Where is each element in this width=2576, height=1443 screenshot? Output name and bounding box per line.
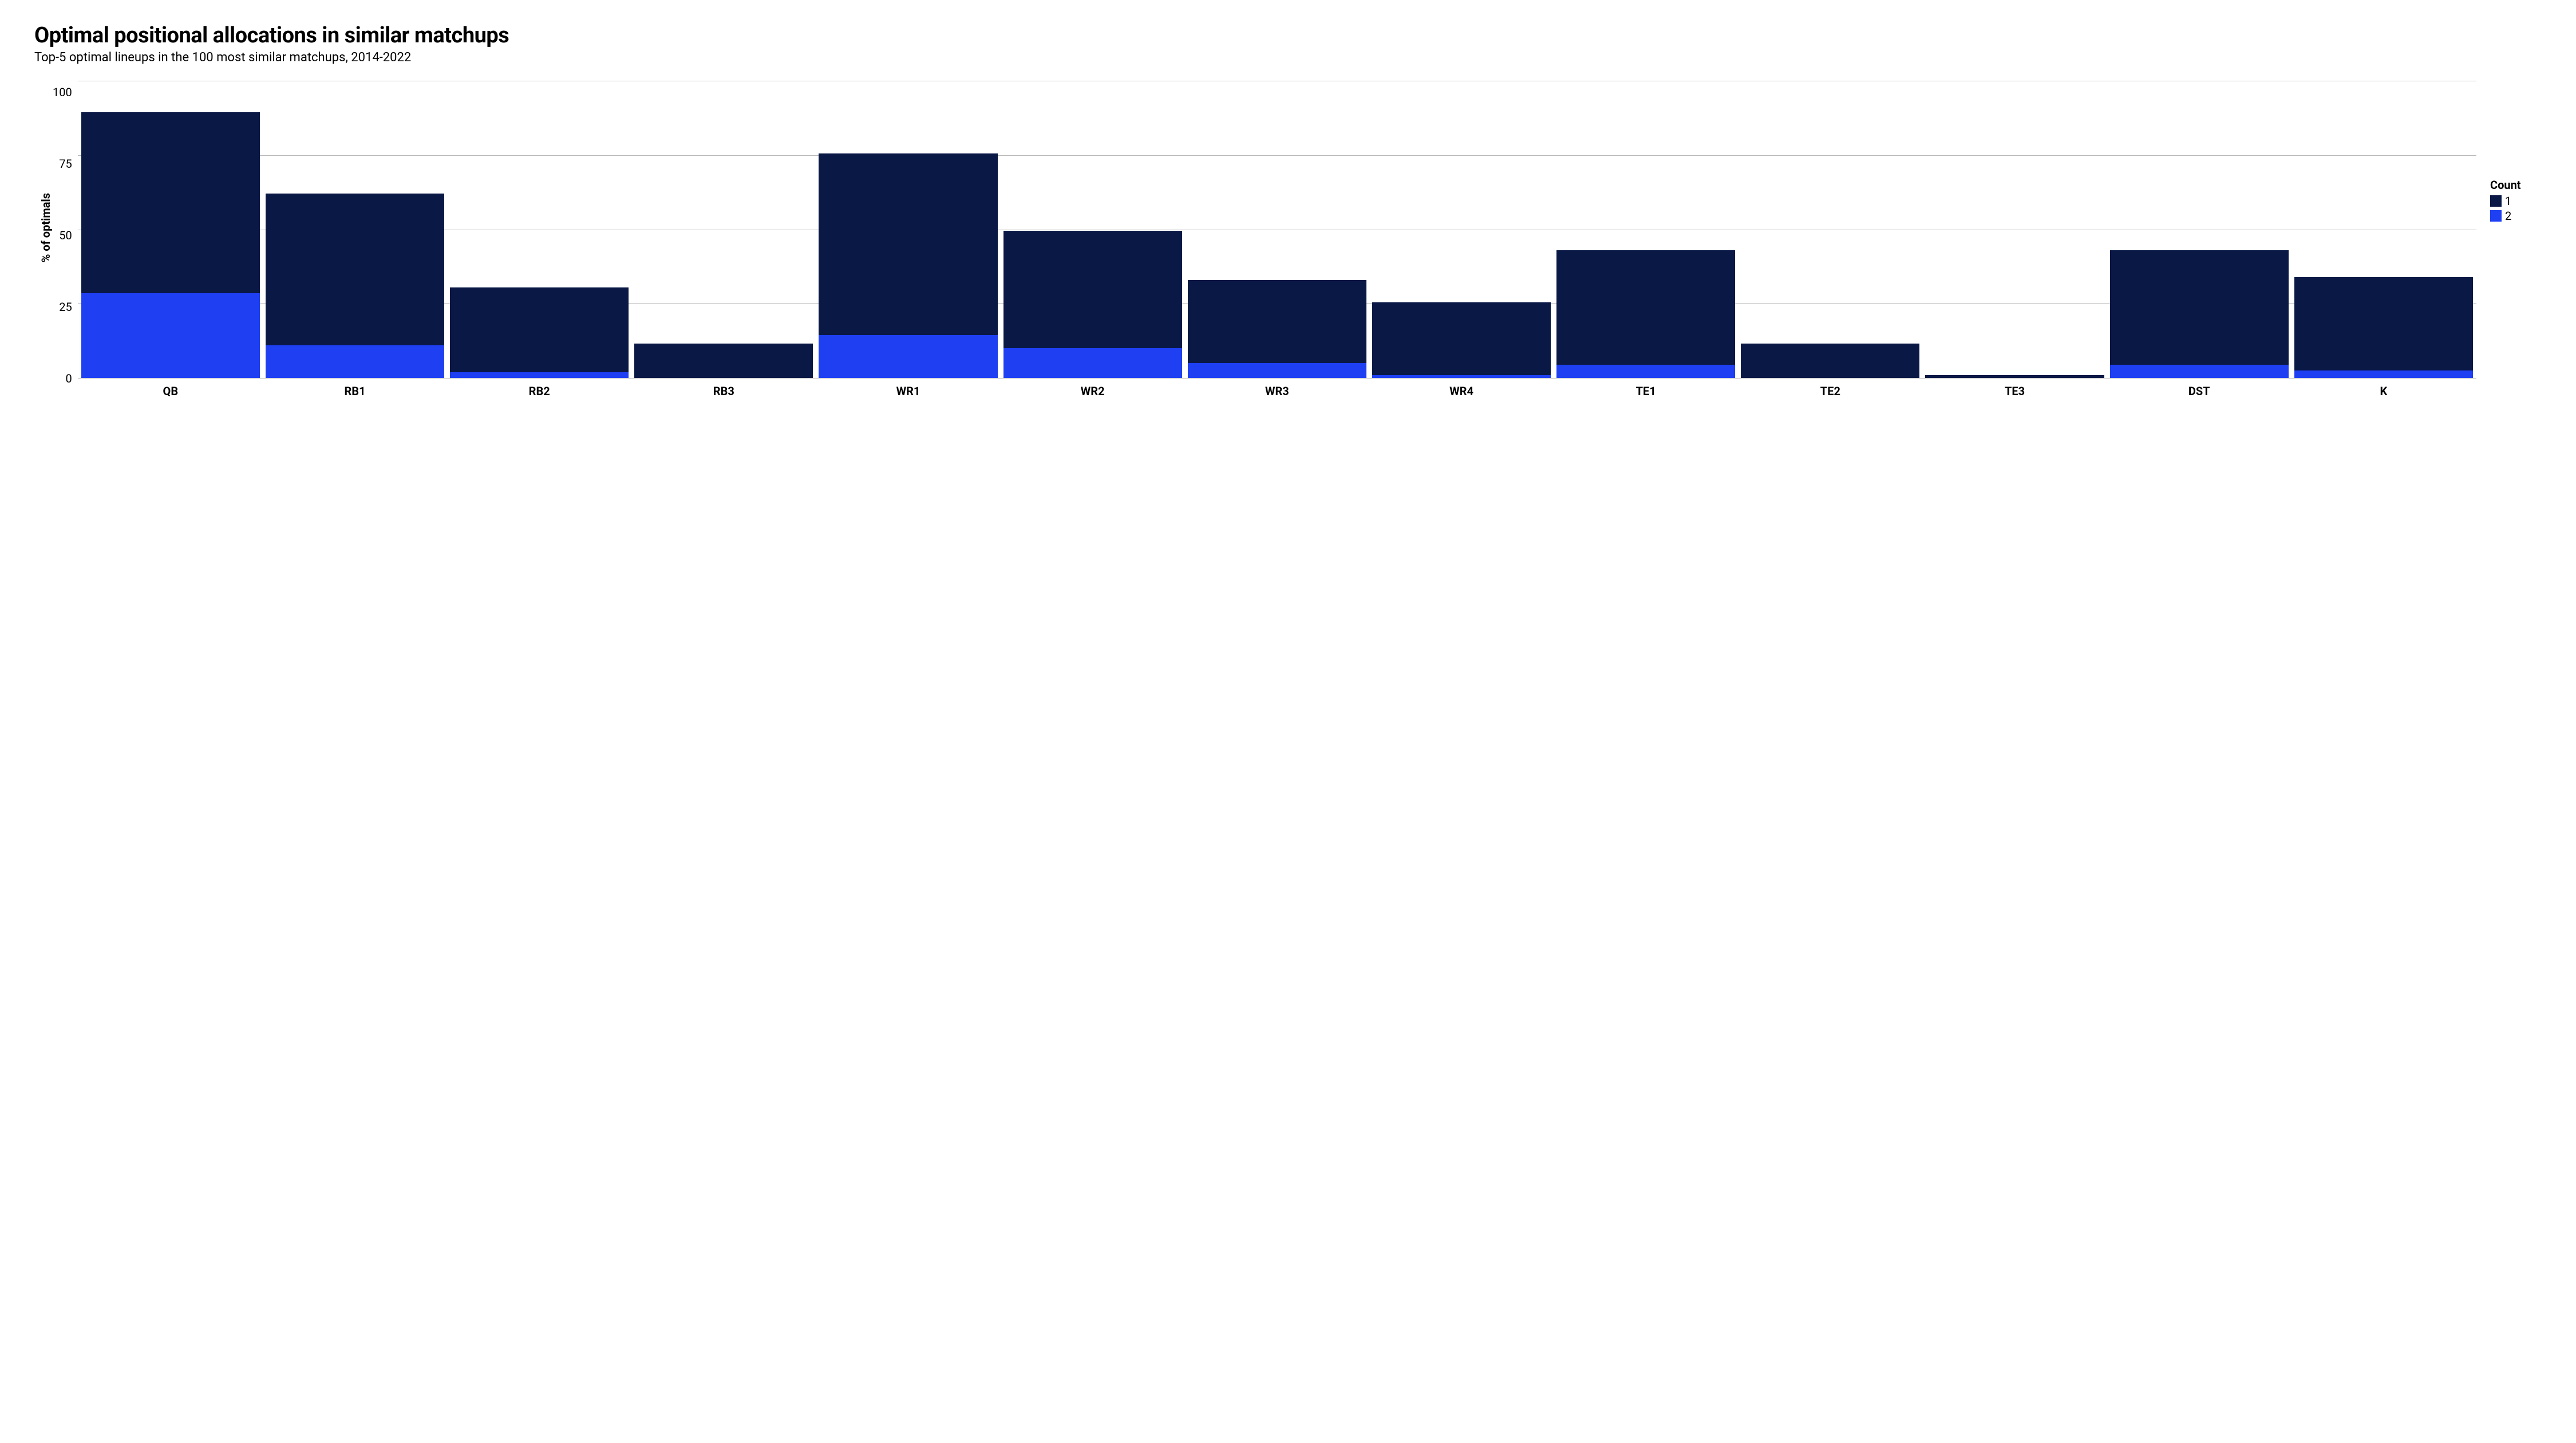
x-label-te3: TE3 [1925,384,2104,398]
bar-segment-count1 [266,194,444,345]
bar-wr2 [1003,81,1182,378]
x-label-k: K [2294,384,2473,398]
bar-segment-count1 [2110,250,2289,365]
bar-te3 [1925,81,2104,378]
x-label-te2: TE2 [1741,384,1919,398]
chart-main: % of optimals 100 75 50 25 0 QB RB1 RB2 RB3 WR1 W… [34,81,2476,398]
bar-rb2 [450,81,629,378]
legend-item: 1 [2490,194,2542,208]
legend-label: 2 [2505,209,2511,223]
bar-wr4 [1372,81,1551,378]
bar-segment-count1 [450,287,629,372]
x-label-wr2: WR2 [1003,384,1182,398]
legend: Count 12 [2490,178,2542,224]
x-label-wr3: WR3 [1188,384,1366,398]
y-axis-label: % of optimals [34,193,53,262]
chart-title: Optimal positional allocations in simila… [34,23,2542,48]
bar-segment-count2 [266,345,444,378]
bar-dst [2110,81,2289,378]
bar-segment-count2 [1372,375,1551,378]
bar-segment-count1 [1925,375,2104,378]
plot-container: QB RB1 RB2 RB3 WR1 WR2 WR3 WR4 TE1 TE2 TE3 DST K [78,81,2476,398]
x-label-qb: QB [81,384,260,398]
x-label-te1: TE1 [1556,384,1735,398]
bar-segment-count2 [1556,365,1735,378]
x-label-dst: DST [2110,384,2289,398]
bar-te2 [1741,81,1919,378]
x-label-wr4: WR4 [1372,384,1551,398]
y-tick: 50 [59,230,72,241]
bar-segment-count1 [1188,280,1366,363]
chart-wrapper: % of optimals 100 75 50 25 0 QB RB1 RB2 RB3 WR1 W… [34,81,2542,398]
bar-segment-count1 [1741,344,1919,378]
y-tick: 0 [65,373,72,384]
y-tick: 75 [59,158,72,169]
bar-segment-count2 [1188,363,1366,378]
bars-group [78,81,2476,378]
bar-segment-count1 [1556,250,1735,365]
bar-segment-count1 [634,344,813,378]
gridline [78,378,2476,379]
bar-segment-count2 [2110,365,2289,378]
y-tick: 25 [59,301,72,313]
bar-segment-count1 [81,112,260,294]
legend-item: 2 [2490,209,2542,223]
bar-segment-count1 [819,153,997,335]
y-axis-ticks: 1007550250 [53,81,78,379]
x-label-rb3: RB3 [634,384,813,398]
x-label-rb2: RB2 [450,384,629,398]
bar-segment-count2 [81,293,260,378]
bar-k [2294,81,2473,378]
bar-rb1 [266,81,444,378]
legend-swatch [2490,195,2502,207]
bar-segment-count2 [450,372,629,378]
x-label-rb1: RB1 [266,384,444,398]
x-label-wr1: WR1 [819,384,997,398]
bar-te1 [1556,81,1735,378]
legend-title: Count [2490,178,2542,192]
bar-segment-count1 [1003,231,1182,348]
chart-subtitle: Top-5 optimal lineups in the 100 most si… [34,50,2542,65]
bar-segment-count1 [1372,302,1551,375]
plot-area [78,81,2476,379]
legend-items: 12 [2490,194,2542,223]
bar-wr1 [819,81,997,378]
bar-segment-count2 [2294,370,2473,378]
y-tick: 100 [53,86,72,98]
x-axis-labels: QB RB1 RB2 RB3 WR1 WR2 WR3 WR4 TE1 TE2 TE3 DST K [78,379,2476,398]
legend-label: 1 [2505,194,2511,208]
bar-segment-count2 [819,335,997,378]
bar-segment-count1 [2294,277,2473,370]
bar-wr3 [1188,81,1366,378]
bar-segment-count2 [1003,348,1182,378]
bar-rb3 [634,81,813,378]
bar-qb [81,81,260,378]
legend-swatch [2490,210,2502,222]
